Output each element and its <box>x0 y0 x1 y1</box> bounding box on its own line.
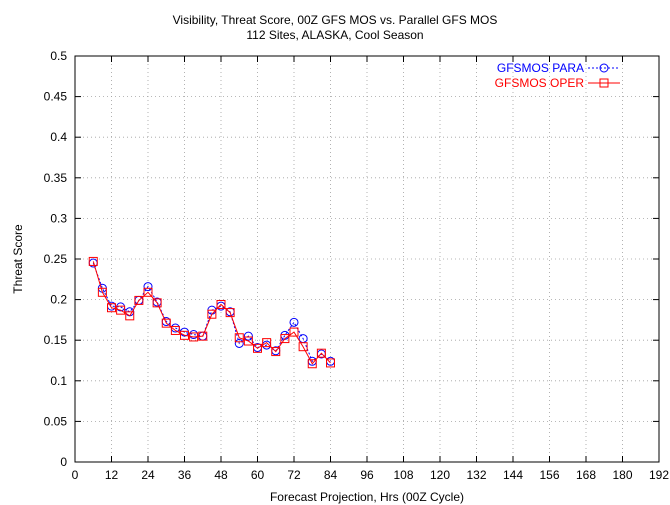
x-tick-label: 156 <box>539 468 559 482</box>
x-tick-label: 108 <box>393 468 413 482</box>
data-point <box>189 332 199 342</box>
data-point <box>161 318 171 328</box>
data-point <box>125 311 135 321</box>
data-point <box>143 282 153 292</box>
data-point <box>316 348 326 358</box>
x-tick-label: 192 <box>649 468 669 482</box>
x-tick-label: 48 <box>214 468 228 482</box>
y-tick-label: 0.1 <box>50 374 67 388</box>
data-point <box>152 298 162 308</box>
data-point <box>107 303 116 313</box>
data-point <box>280 334 290 344</box>
y-tick-label: 0.5 <box>50 49 67 63</box>
data-point <box>289 327 299 337</box>
y-tick-label: 0.2 <box>50 293 67 307</box>
data-point <box>198 331 208 341</box>
x-tick-label: 24 <box>141 468 155 482</box>
legend-label: GFSMOS PARA <box>497 61 584 75</box>
legend-label: GFSMOS OPER <box>495 76 585 90</box>
data-point <box>116 305 126 315</box>
data-point <box>243 331 253 341</box>
data-point <box>271 347 281 357</box>
legend-marker <box>599 63 609 73</box>
y-tick-label: 0.05 <box>44 414 68 428</box>
data-point <box>243 336 253 346</box>
x-tick-label: 132 <box>466 468 486 482</box>
data-point <box>298 342 308 352</box>
x-tick-label: 0 <box>72 468 79 482</box>
chart-subtitle: 112 Sites, ALASKA, Cool Season <box>246 28 424 42</box>
y-tick-label: 0 <box>60 455 67 469</box>
y-tick-label: 0.35 <box>44 171 68 185</box>
data-point <box>97 287 107 297</box>
data-point <box>262 338 272 348</box>
data-point <box>88 256 98 266</box>
data-point <box>207 309 217 319</box>
x-tick-label: 120 <box>430 468 450 482</box>
x-tick-label: 84 <box>324 468 338 482</box>
x-tick-label: 180 <box>612 468 632 482</box>
series-line <box>92 261 331 365</box>
x-tick-label: 36 <box>178 468 192 482</box>
data-point <box>143 287 153 297</box>
y-tick-label: 0.3 <box>50 211 67 225</box>
data-point <box>234 333 244 343</box>
legend-marker <box>599 78 609 88</box>
y-tick-label: 0.45 <box>44 90 68 104</box>
x-axis-label: Forecast Projection, Hrs (00Z Cycle) <box>269 490 465 504</box>
data-point <box>253 343 262 353</box>
data-point <box>326 358 335 368</box>
data-point <box>180 330 189 340</box>
x-tick-label: 168 <box>576 468 596 482</box>
x-tick-label: 12 <box>105 468 119 482</box>
x-tick-label: 60 <box>251 468 265 482</box>
data-point <box>307 359 317 369</box>
x-tick-label: 144 <box>503 468 523 482</box>
x-tick-label: 72 <box>287 468 301 482</box>
data-point <box>225 308 235 318</box>
series-oper <box>88 256 335 369</box>
y-tick-label: 0.4 <box>50 130 67 144</box>
y-tick-label: 0.25 <box>44 252 68 266</box>
data-point <box>234 338 244 348</box>
data-point <box>134 295 144 305</box>
chart-title: Visibility, Threat Score, 00Z GFS MOS vs… <box>172 13 498 27</box>
data-point <box>170 325 180 335</box>
y-tick-label: 0.15 <box>44 333 68 347</box>
data-point <box>216 299 226 309</box>
x-tick-label: 96 <box>360 468 374 482</box>
data-point <box>289 317 299 327</box>
